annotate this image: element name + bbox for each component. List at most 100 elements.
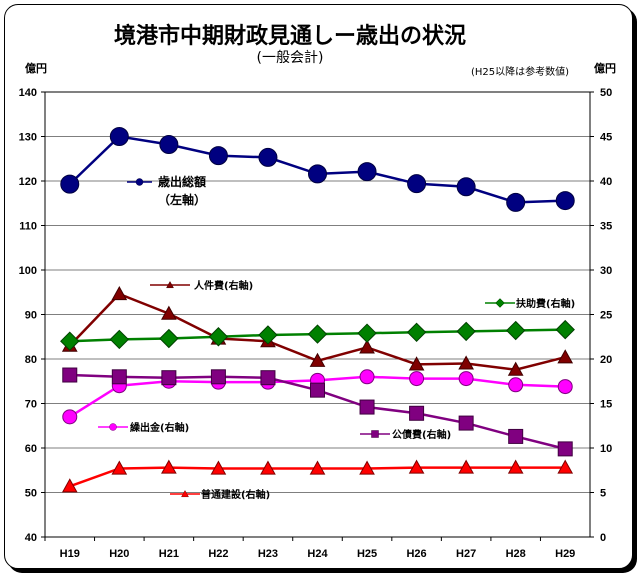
x-tick-label: H23 (258, 548, 278, 560)
data-point (406, 322, 427, 343)
x-tick-label: H24 (307, 548, 328, 560)
legend-entry-3: 繰出金(右軸) (98, 421, 189, 434)
legend-label: 歳出総額 (158, 174, 206, 189)
right-tick-label: 0 (600, 532, 606, 544)
data-point (62, 409, 78, 425)
legend-entry-2: 扶助費(右軸) (485, 297, 575, 310)
right-tick-label: 30 (600, 265, 612, 277)
legend-marker (371, 430, 379, 438)
data-point (408, 356, 425, 371)
data-point (357, 323, 377, 343)
data-point (507, 459, 524, 474)
left-tick-label: 60 (25, 443, 37, 455)
legend-label: 普通建設(右軸) (201, 488, 270, 501)
data-point (60, 331, 80, 351)
right-tick-label: 50 (600, 87, 612, 99)
data-point (109, 127, 129, 146)
data-point (557, 379, 573, 395)
legend-marker (495, 298, 505, 308)
left-tick-label: 120 (19, 176, 37, 188)
data-point (409, 371, 425, 387)
legend-entry-0: 歳出総額 （左軸） (127, 174, 206, 207)
legend-entry-4: 公債費(右軸) (360, 428, 451, 441)
data-point (505, 320, 526, 341)
data-point (458, 415, 474, 431)
left-tick-label: 90 (25, 310, 37, 322)
data-point (557, 441, 573, 457)
chart-subtitle: (一般会計) (257, 50, 324, 66)
legend-marker (135, 178, 144, 186)
x-tick-label: H26 (406, 548, 426, 560)
data-point (507, 361, 524, 376)
data-point (557, 349, 574, 364)
data-point (109, 329, 130, 350)
legend-label: 人件費(右軸) (194, 279, 253, 292)
data-point (309, 460, 326, 475)
data-point (208, 327, 229, 347)
series-labels: 歳出総額 （左軸） 人件費(右軸) 扶助費(右軸) 繰出金(右軸) 公債費(右軸) 普通建設… (98, 174, 575, 501)
data-point (260, 460, 276, 475)
data-point (61, 478, 78, 493)
left-tick-label: 110 (19, 221, 37, 233)
right-tick-label: 25 (600, 310, 612, 322)
data-point (258, 147, 278, 167)
legend-entry-5: 普通建設(右軸) (170, 488, 270, 501)
data-point (407, 174, 427, 194)
axes: 40 0 50 5 60 10 70 15 80 20 90 25 100 30 110 35 120 40 130… (19, 87, 613, 560)
data-point (557, 459, 574, 474)
data-point (456, 177, 476, 197)
data-point (408, 459, 425, 474)
left-tick-label: 40 (25, 532, 37, 544)
left-axis-unit: 億円 (25, 61, 47, 75)
data-point (208, 146, 228, 166)
data-point (555, 319, 575, 340)
left-tick-label: 70 (25, 399, 37, 411)
legend-label: 扶助費(右軸) (516, 297, 575, 310)
right-tick-label: 40 (600, 176, 612, 188)
data-point (359, 339, 375, 354)
grid (45, 136, 590, 493)
data-point (359, 369, 375, 385)
legend-marker (166, 280, 174, 289)
chart-frame (4, 4, 633, 569)
chart-title: 境港市中期財政見通しー歳出の状況 (114, 23, 466, 49)
x-tick-label: H22 (208, 548, 228, 560)
right-tick-label: 35 (600, 221, 612, 233)
legend-marker (109, 423, 117, 431)
data-point (161, 459, 177, 474)
data-point (159, 135, 179, 155)
left-tick-label: 140 (19, 87, 37, 99)
data-point (161, 370, 177, 386)
series-layer (60, 127, 575, 493)
data-point (210, 460, 227, 475)
data-point (260, 370, 276, 386)
data-point (508, 377, 524, 393)
data-point (359, 399, 375, 415)
legend-label: 繰出金(右軸) (130, 421, 189, 434)
data-point (307, 324, 328, 344)
legend-label: 公債費(右軸) (392, 428, 451, 441)
x-tick-label: H19 (60, 548, 80, 560)
data-point (458, 355, 474, 370)
data-point (161, 305, 177, 320)
left-tick-label: 100 (19, 265, 37, 277)
data-point (258, 325, 278, 345)
data-point (409, 405, 425, 421)
data-point (508, 428, 524, 444)
left-tick-label: 50 (25, 488, 37, 500)
left-tick-label: 130 (19, 132, 37, 144)
series-5 (61, 459, 574, 493)
data-point (456, 321, 476, 342)
data-point (111, 369, 127, 385)
x-tick-label: H27 (456, 548, 476, 560)
data-point (357, 162, 377, 182)
x-tick-label: H28 (506, 548, 526, 560)
data-point (506, 192, 526, 212)
right-tick-label: 5 (600, 488, 606, 500)
right-tick-label: 20 (600, 354, 612, 366)
data-point (111, 286, 128, 301)
left-tick-label: 80 (25, 354, 37, 366)
data-point (309, 352, 326, 367)
right-axis-unit: 億円 (594, 61, 616, 75)
